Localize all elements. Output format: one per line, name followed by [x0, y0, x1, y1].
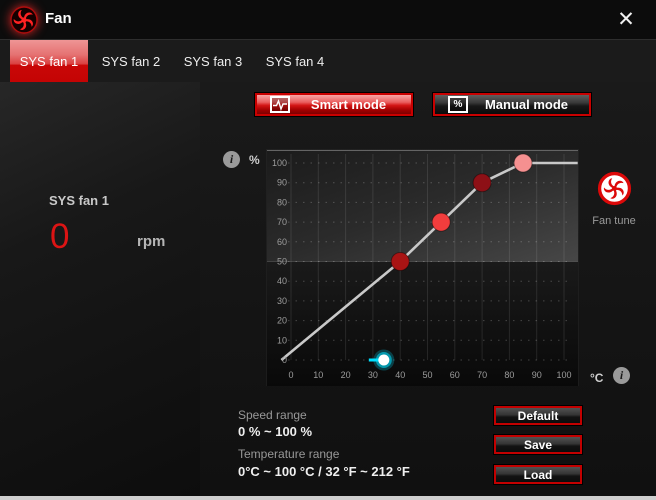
x-axis-tick: 100	[556, 370, 571, 380]
close-icon[interactable]: ✕	[617, 7, 635, 31]
fan-name-label: SYS fan 1	[49, 193, 109, 208]
fan-curve-chart[interactable]: 0 10 20 30 40 50 60 70 80 90 100 0 10 20 30 40 50 60 70 80 9…	[267, 151, 578, 386]
y-axis-tick: 70	[277, 217, 287, 227]
tab-sys-fan-1[interactable]: SYS fan 1	[10, 40, 88, 82]
manual-mode-button[interactable]: % Manual mode	[433, 93, 591, 116]
fan-tab-bar: SYS fan 1 SYS fan 2 SYS fan 3 SYS fan 4	[0, 39, 656, 82]
content-area: SYS fan 1 0 rpm Smart mode % Manual mode	[0, 82, 656, 496]
y-axis-tick: 10	[277, 335, 287, 345]
tab-sys-fan-2[interactable]: SYS fan 2	[101, 53, 161, 69]
x-axis-tick: 70	[477, 370, 487, 380]
speed-range-value: 0 % ~ 100 %	[238, 424, 313, 439]
fan-tune-label: Fan tune	[592, 215, 636, 227]
y-axis-tick: 60	[277, 237, 287, 247]
y-axis-tick: 20	[277, 316, 287, 326]
speed-range-label: Speed range	[238, 408, 307, 422]
curve-wave-icon	[270, 96, 290, 113]
y-axis-tick: 40	[277, 276, 287, 286]
y-axis-tick: 0	[282, 355, 287, 365]
current-temp-marker	[378, 354, 390, 366]
manual-mode-label: Manual mode	[484, 97, 569, 112]
y-axis-tick: 50	[277, 257, 287, 267]
tab-sys-fan-4[interactable]: SYS fan 4	[265, 53, 325, 69]
default-button[interactable]: Default	[494, 406, 582, 425]
x-axis-tick: 30	[368, 370, 378, 380]
smart-mode-label: Smart mode	[310, 97, 387, 112]
curve-point[interactable]	[431, 212, 451, 232]
y-axis-tick: 30	[277, 296, 287, 306]
window-bottom-edge	[0, 496, 656, 500]
x-axis-tick: 20	[341, 370, 351, 380]
page-title: Fan	[45, 10, 72, 27]
curve-point[interactable]	[513, 153, 533, 173]
tab-sys-fan-3[interactable]: SYS fan 3	[183, 53, 243, 69]
fan-curve-panel: 0 10 20 30 40 50 60 70 80 90 100 0 10 20 30 40 50 60 70 80 9…	[267, 150, 578, 386]
y-axis-unit-label: %	[249, 153, 260, 167]
x-axis-unit-label: °C	[590, 371, 604, 385]
fan-rpm-value: 0	[50, 217, 70, 256]
temperature-range-label: Temperature range	[238, 447, 340, 461]
title-bar: Fan ✕	[0, 0, 656, 39]
fan-tune-icon[interactable]	[597, 171, 632, 206]
load-button[interactable]: Load	[494, 465, 582, 484]
temperature-range-value: 0°C ~ 100 °C / 32 °F ~ 212 °F	[238, 464, 410, 479]
curve-point[interactable]	[390, 252, 410, 271]
fan-logo-icon	[10, 6, 38, 34]
x-axis-tick: 60	[450, 370, 460, 380]
fan-rpm-unit: rpm	[137, 233, 166, 250]
x-axis-tick: 10	[313, 370, 323, 380]
save-button[interactable]: Save	[494, 435, 582, 454]
x-axis-tick: 40	[395, 370, 405, 380]
smart-mode-button[interactable]: Smart mode	[255, 93, 413, 116]
curve-point[interactable]	[472, 173, 492, 193]
x-axis-tick: 90	[532, 370, 542, 380]
x-axis-tick: 0	[288, 370, 293, 380]
y-axis-tick: 100	[272, 158, 287, 168]
speed-info-icon[interactable]: i	[223, 151, 240, 168]
fan-status-panel: SYS fan 1 0 rpm	[0, 82, 200, 496]
x-axis-tick: 80	[504, 370, 514, 380]
temperature-info-icon[interactable]: i	[613, 367, 630, 384]
y-axis-tick: 80	[277, 197, 287, 207]
fan-tune-control: Fan tune	[581, 171, 647, 227]
percent-icon: %	[448, 96, 468, 113]
y-axis-tick: 90	[277, 178, 287, 188]
x-axis-tick: 50	[422, 370, 432, 380]
fan-settings-panel: Smart mode % Manual mode i % °C i	[200, 82, 656, 496]
